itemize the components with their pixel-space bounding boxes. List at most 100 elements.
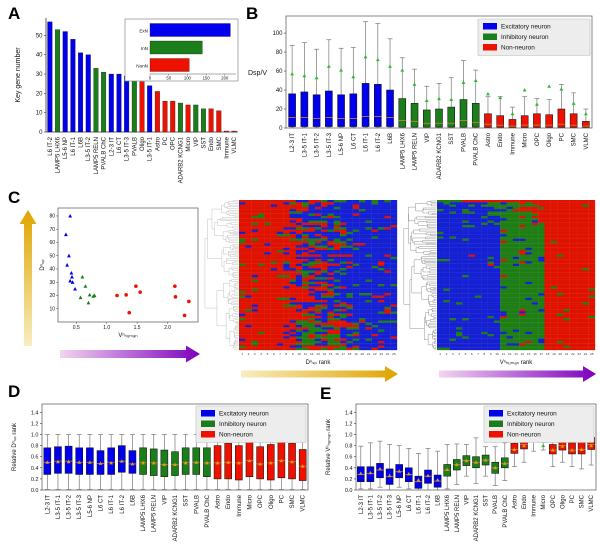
svg-text:9: 9 — [292, 352, 294, 356]
svg-text:20: 20 — [361, 352, 365, 356]
svg-text:L5-6 NP: L5-6 NP — [63, 137, 69, 159]
svg-text:1: 1 — [439, 352, 441, 356]
svg-text:Relative Dⁿₛₚ rank: Relative Dⁿₛₚ rank — [11, 422, 18, 471]
panel-c-scatter-plot: 10 20 30 40 50 60 70 80 0.5 1.0 1.5 2.0 Dⁿₛₚ Vⁿₕᵤₘₐₙ — [19, 207, 200, 363]
svg-text:PVALB: PVALB — [461, 133, 467, 152]
panel-c-heatmap-dsp-rank: 1 2 3 4 5 6 7 8 9 10 11 12 13 14 15 16 17 18 19 20 21 22 23 24 2… — [204, 200, 398, 382]
svg-text:25: 25 — [590, 352, 594, 356]
svg-text:Micro: Micro — [247, 494, 253, 509]
svg-text:PVALB: PVALB — [493, 495, 499, 514]
svg-text:L6B: L6B — [388, 133, 394, 144]
panel-e-box-plot: 0.0 0.2 0.4 0.6 0.8 1.0 1.2 1.4 Relative Vⁿₕᵤₘₐₙ… — [325, 403, 597, 541]
svg-text:80: 80 — [276, 50, 283, 56]
svg-text:Inhibitory neuron: Inhibitory neuron — [501, 34, 549, 41]
svg-text:Micro: Micro — [541, 494, 547, 509]
svg-text:LAMP5 LHX6: LAMP5 LHX6 — [141, 494, 147, 531]
svg-text:VIP: VIP — [425, 133, 431, 143]
svg-text:PVALB ChC: PVALB ChC — [205, 494, 211, 527]
svg-text:0.6: 0.6 — [345, 455, 353, 461]
svg-text:20: 20 — [559, 352, 563, 356]
panel-b-box-plot: 0 20 40 60 80 100 L2-3 IT L3-5 IT-1 L3-5 IT-2 L3-… — [248, 15, 593, 179]
svg-text:L6 IT-1: L6 IT-1 — [364, 132, 370, 151]
svg-text:L3-5 IT-2: L3-5 IT-2 — [67, 494, 73, 519]
svg-text:PVALB: PVALB — [132, 137, 138, 156]
svg-text:ADARB2 KCNG1: ADARB2 KCNG1 — [178, 136, 184, 183]
svg-text:21: 21 — [367, 352, 371, 356]
svg-text:15: 15 — [329, 352, 333, 356]
svg-text:11: 11 — [304, 352, 307, 356]
svg-text:13: 13 — [316, 352, 320, 356]
svg-text:Relative Vⁿₕᵤₘₐₙ rank: Relative Vⁿₕᵤₘₐₙ rank — [325, 418, 332, 475]
svg-text:ADARB2 KCNG1: ADARB2 KCNG1 — [173, 494, 179, 541]
svg-text:2.0: 2.0 — [164, 325, 171, 331]
svg-text:10: 10 — [297, 352, 301, 356]
svg-text:4: 4 — [458, 352, 460, 356]
svg-text:Dsp/V: Dsp/V — [248, 70, 267, 77]
panel-a-label: A — [8, 4, 21, 23]
svg-text:19: 19 — [552, 352, 556, 356]
svg-text:L3-5 IT-1: L3-5 IT-1 — [56, 494, 62, 519]
svg-text:2: 2 — [248, 352, 250, 356]
svg-text:8: 8 — [484, 352, 486, 356]
svg-text:L6B: L6B — [79, 137, 85, 148]
svg-text:20: 20 — [276, 107, 283, 113]
svg-text:PC: PC — [559, 132, 565, 141]
svg-text:20: 20 — [49, 293, 55, 299]
svg-text:15: 15 — [527, 352, 531, 356]
svg-text:0.2: 0.2 — [345, 477, 353, 483]
svg-text:LAMP5 LHX6: LAMP5 LHX6 — [56, 136, 62, 173]
svg-text:L6 IT-2: L6 IT-2 — [120, 494, 126, 513]
panel-b-label: B — [246, 4, 259, 23]
svg-text:SST: SST — [449, 133, 455, 145]
svg-text:Endo: Endo — [226, 494, 232, 509]
svg-text:L6 IT-2: L6 IT-2 — [426, 494, 432, 513]
svg-text:VLMC: VLMC — [589, 494, 595, 511]
svg-text:SST: SST — [484, 495, 490, 507]
svg-text:L3-5 IT-3: L3-5 IT-3 — [77, 494, 83, 519]
svg-text:L6 CT: L6 CT — [407, 495, 413, 512]
panel-a-bar-chart: 0 10 20 30 40 50 Key gene number L6 IT-2 LAMP5 L… — [15, 18, 239, 183]
svg-text:25: 25 — [392, 352, 396, 356]
svg-text:L6 IT-1: L6 IT-1 — [109, 494, 115, 513]
svg-text:VLMC: VLMC — [584, 132, 590, 149]
svg-text:23: 23 — [379, 352, 383, 356]
svg-text:L2-3 IT: L2-3 IT — [359, 495, 365, 514]
svg-text:Inhibitory neuron: Inhibitory neuron — [507, 421, 555, 428]
svg-text:PVALB: PVALB — [194, 495, 200, 514]
svg-text:LAMP5 LHX6: LAMP5 LHX6 — [400, 132, 406, 169]
panel-d-box-plot: 0.0 0.2 0.4 0.6 0.8 1.0 1.2 1.4 Relative Dⁿₛₚ ra… — [11, 403, 309, 541]
svg-text:22: 22 — [571, 352, 575, 356]
svg-text:Astro: Astro — [512, 494, 518, 509]
svg-text:50: 50 — [36, 33, 43, 39]
svg-text:ADARB2 KCNG1: ADARB2 KCNG1 — [474, 494, 480, 541]
svg-text:Excitatory neuron: Excitatory neuron — [507, 411, 557, 418]
svg-text:0.4: 0.4 — [345, 466, 353, 472]
svg-text:VIP: VIP — [162, 495, 168, 505]
svg-text:8: 8 — [286, 352, 288, 356]
svg-text:Inhibitory neuron: Inhibitory neuron — [219, 421, 267, 428]
svg-text:L5-6 NP: L5-6 NP — [397, 495, 403, 517]
svg-text:0.6: 0.6 — [31, 455, 39, 461]
svg-text:1.5: 1.5 — [134, 325, 141, 331]
svg-text:24: 24 — [584, 352, 588, 356]
svg-text:0: 0 — [39, 130, 43, 136]
svg-text:Astro: Astro — [486, 132, 492, 147]
svg-text:60: 60 — [49, 240, 55, 246]
svg-text:Dⁿₛₚ rank: Dⁿₛₚ rank — [306, 359, 332, 366]
svg-text:L6 CT: L6 CT — [117, 137, 123, 154]
svg-text:SMC: SMC — [290, 494, 296, 508]
svg-text:9: 9 — [490, 352, 492, 356]
svg-text:7: 7 — [279, 352, 281, 356]
svg-text:Immune: Immune — [237, 494, 243, 516]
svg-text:0: 0 — [149, 76, 152, 81]
svg-text:22: 22 — [373, 352, 377, 356]
svg-text:16: 16 — [335, 352, 339, 356]
svg-text:Endo: Endo — [522, 494, 528, 509]
svg-text:L3-5 IT-3: L3-5 IT-3 — [388, 494, 394, 519]
svg-text:Oligo: Oligo — [140, 136, 146, 151]
svg-text:19: 19 — [354, 352, 358, 356]
svg-text:50: 50 — [49, 253, 55, 259]
svg-text:0.2: 0.2 — [31, 477, 39, 483]
svg-text:23: 23 — [577, 352, 581, 356]
